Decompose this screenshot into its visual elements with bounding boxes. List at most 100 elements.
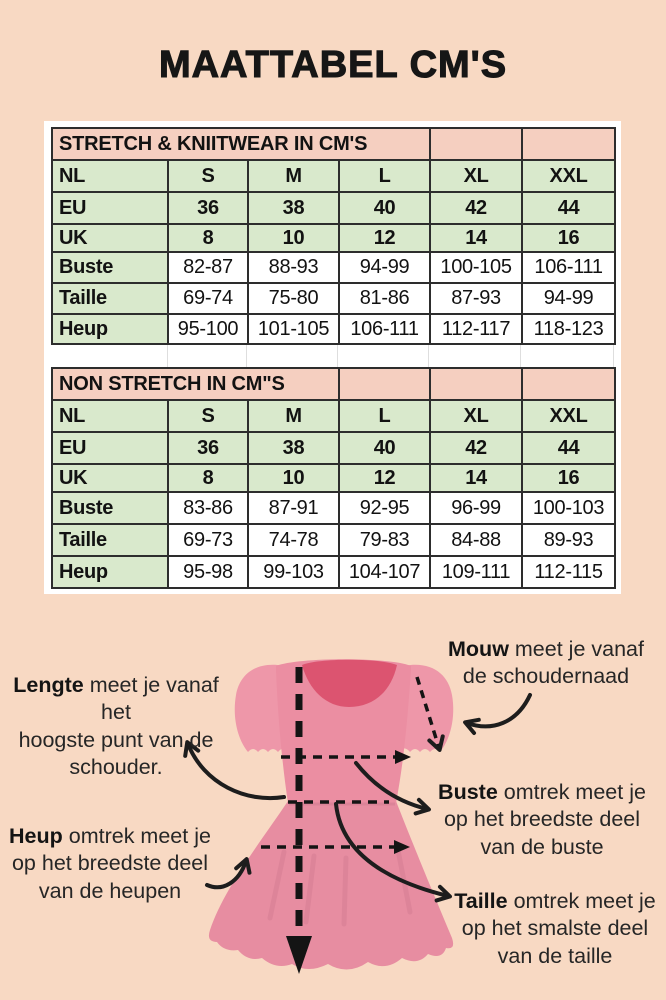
value-cell: 81-86 <box>337 282 432 315</box>
gridline <box>337 345 338 368</box>
size-cell: 40 <box>337 191 432 225</box>
sleeve-dashed-line <box>415 676 445 752</box>
value-cell: 94-99 <box>337 251 432 284</box>
value-cell: 112-115 <box>521 555 617 589</box>
row-label-cell: UK <box>51 463 169 493</box>
size-cell: XXL <box>521 399 617 433</box>
value-cell: 95-100 <box>167 313 249 345</box>
table-title-cell: NON STRETCH IN CM"S <box>50 367 341 401</box>
empty-cell <box>521 367 617 401</box>
annotation-mouw: Mouw meet je vanaf de schoudernaad <box>428 636 664 691</box>
value-cell: 69-73 <box>167 523 249 557</box>
dress-illustration <box>208 659 454 970</box>
row-label-cell: EU <box>51 191 169 225</box>
annotation-line: Lengte meet je vanaf het <box>6 672 226 727</box>
size-cell: M <box>247 159 340 193</box>
value-cell: 100-105 <box>429 251 524 284</box>
annotation-line: hoogste punt van de <box>18 727 214 752</box>
annotation-keyword: Taille <box>454 889 508 913</box>
annotation-buste: Buste omtrek meet je op het breedste dee… <box>420 779 664 861</box>
annotation-text: omtrek meet je <box>62 824 211 848</box>
bust-arrowhead <box>395 750 411 764</box>
annotation-line: schouder. <box>69 754 163 779</box>
size-cell: 42 <box>429 431 524 465</box>
length-arrowhead <box>286 936 312 974</box>
value-cell: 106-111 <box>337 313 432 345</box>
empty-cell <box>429 367 524 401</box>
size-cell: 44 <box>521 191 617 225</box>
size-cell: 42 <box>429 191 524 225</box>
size-cell: M <box>246 399 341 433</box>
size-cell: 44 <box>521 431 617 465</box>
size-cell: 10 <box>246 463 341 493</box>
annotation-taille: Taille omtrek meet je op het smalste dee… <box>436 888 666 970</box>
value-cell: 83-86 <box>167 491 249 525</box>
size-cell: 12 <box>338 463 432 493</box>
row-label-cell: EU <box>51 431 169 465</box>
empty-cell <box>338 367 432 401</box>
row-label-cell: Heup <box>51 555 169 589</box>
size-cell: L <box>337 159 432 193</box>
value-cell: 84-88 <box>429 523 524 557</box>
value-cell: 69-74 <box>167 282 249 315</box>
size-cell: 38 <box>247 191 340 225</box>
page-title: MAATTABEL CM'S <box>158 43 508 86</box>
annotation-text: omtrek meet je <box>507 889 656 913</box>
value-cell: 82-87 <box>167 251 249 284</box>
annotation-line: Heup omtrek meet je <box>2 823 218 850</box>
value-cell: 75-80 <box>247 282 340 315</box>
lengte-arrow <box>183 740 286 800</box>
size-cell: 10 <box>247 223 340 253</box>
value-cell: 99-103 <box>246 555 341 589</box>
gridline <box>246 345 247 368</box>
annotation-line: op het breedste deel <box>443 807 641 832</box>
row-label-cell: Taille <box>51 282 169 315</box>
row-label-cell: Heup <box>51 313 169 345</box>
annotation-lengte: Lengte meet je vanaf het hoogste punt va… <box>6 672 226 781</box>
annotation-text: meet je vanaf het <box>83 673 219 725</box>
value-cell: 104-107 <box>338 555 432 589</box>
hip-arrowhead <box>394 840 410 854</box>
stretch-size-table: STRETCH & KNIITWEAR IN CM'S NL S M L XL … <box>50 127 617 345</box>
annotation-line: op het smalste deel <box>461 916 649 941</box>
mouw-arrow <box>463 693 532 735</box>
value-cell: 92-95 <box>338 491 432 525</box>
size-cell: 16 <box>521 223 617 253</box>
value-cell: 79-83 <box>338 523 432 557</box>
size-cell: XXL <box>521 159 617 193</box>
size-cell: 14 <box>429 463 524 493</box>
size-cell: L <box>338 399 432 433</box>
value-cell: 89-93 <box>521 523 617 557</box>
annotation-text: omtrek meet je <box>497 780 646 804</box>
value-cell: 112-117 <box>429 313 524 345</box>
row-label-cell: NL <box>51 399 169 433</box>
non-stretch-size-table: NON STRETCH IN CM"S NL S M L XL XXL EU 3… <box>50 367 617 589</box>
size-cell: S <box>167 159 249 193</box>
value-cell: 87-91 <box>246 491 341 525</box>
size-cell: 36 <box>167 191 249 225</box>
gridline <box>167 345 168 368</box>
row-label-cell: Buste <box>51 491 169 525</box>
annotation-heup: Heup omtrek meet je op het breedste deel… <box>2 823 218 905</box>
annotation-line: Taille omtrek meet je <box>436 888 666 915</box>
buste-arrow <box>354 761 431 816</box>
gridline <box>428 345 429 368</box>
value-cell: 96-99 <box>429 491 524 525</box>
annotation-line: van de heupen <box>38 878 182 903</box>
size-cell: XL <box>429 159 524 193</box>
value-cell: 118-123 <box>521 313 617 345</box>
row-label-cell: Taille <box>51 523 169 557</box>
value-cell: 74-78 <box>246 523 341 557</box>
empty-cell <box>521 127 617 161</box>
table-title-cell: STRETCH & KNIITWEAR IN CM'S <box>50 127 432 161</box>
dress-neckline <box>302 659 397 707</box>
spreadsheet-backing: STRETCH & KNIITWEAR IN CM'S NL S M L XL … <box>44 121 621 594</box>
value-cell: 87-93 <box>429 282 524 315</box>
value-cell: 106-111 <box>521 251 617 284</box>
value-cell: 88-93 <box>247 251 340 284</box>
value-cell: 95-98 <box>167 555 249 589</box>
annotation-line: Mouw meet je vanaf <box>428 636 664 663</box>
size-cell: XL <box>429 399 524 433</box>
size-cell: 16 <box>521 463 617 493</box>
